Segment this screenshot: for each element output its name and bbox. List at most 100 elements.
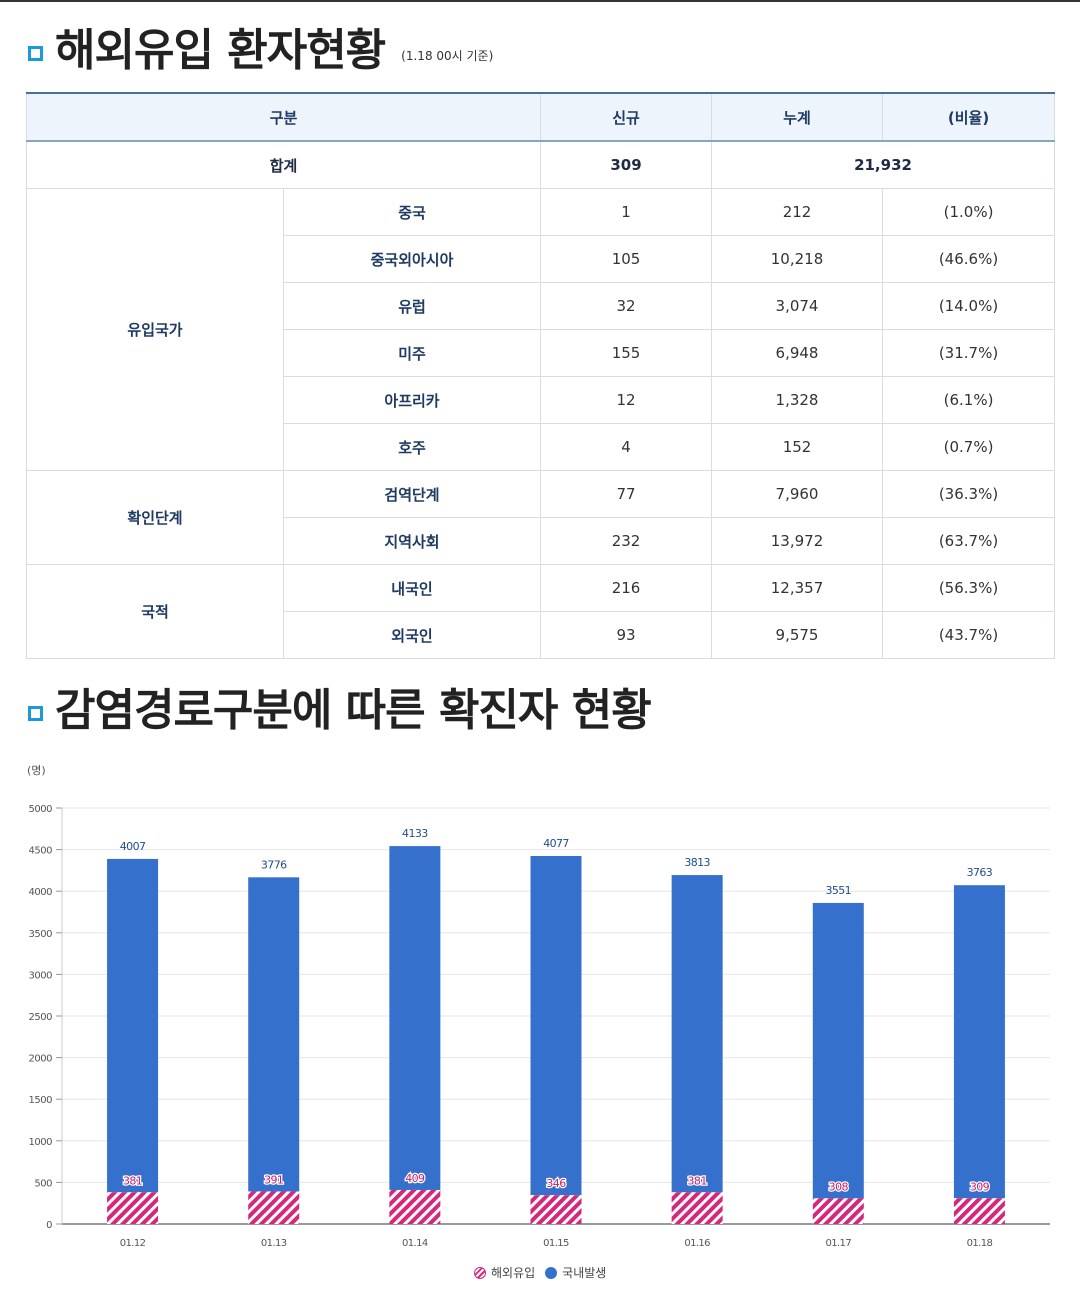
bar-domestic[interactable] <box>530 856 582 1196</box>
row-ratio: (63.7%) <box>882 517 1056 565</box>
table-row-total: 합계 309 21,932 <box>25 140 1056 189</box>
row-label: 외국인 <box>282 611 542 659</box>
table-row: 아프리카 12 1,328 (6.1%) <box>27 376 1056 424</box>
x-tick-label: 01.17 <box>825 1238 851 1249</box>
data-label-imported: 308 <box>829 1180 849 1193</box>
row-new: 77 <box>540 470 713 518</box>
row-label: 지역사회 <box>282 517 542 565</box>
row-ratio: (56.3%) <box>882 564 1056 612</box>
legend-item-imported[interactable]: 해외유입 <box>474 1264 535 1281</box>
data-label-domestic: 3776 <box>261 858 287 871</box>
data-label-imported: 409 <box>405 1172 425 1185</box>
bar-imported[interactable] <box>671 1192 723 1224</box>
legend-label: 국내발생 <box>562 1266 607 1280</box>
row-new: 232 <box>540 517 713 565</box>
bar-imported[interactable] <box>530 1195 582 1224</box>
x-tick-label: 01.13 <box>261 1238 287 1249</box>
legend-item-domestic[interactable]: 국내발생 <box>545 1264 606 1281</box>
bar-domestic[interactable] <box>248 877 300 1192</box>
y-tick-label: 1500 <box>29 1095 53 1106</box>
x-tick-label: 01.16 <box>684 1238 710 1249</box>
bar-domestic[interactable] <box>812 902 864 1199</box>
chart-legend: 해외유입 국내발생 <box>474 1264 616 1281</box>
bar-domestic[interactable] <box>953 885 1005 1199</box>
row-label: 아프리카 <box>282 376 542 424</box>
y-tick-label: 4000 <box>29 887 53 898</box>
table-header-row: 구분 신규 누계 (비율) <box>25 92 1056 142</box>
y-tick-label: 1000 <box>29 1137 53 1148</box>
y-tick-label: 0 <box>46 1220 52 1231</box>
bar-imported[interactable] <box>812 1198 864 1224</box>
row-cumulative: 12,357 <box>711 564 884 612</box>
y-axis-unit-label: (명) <box>27 764 46 777</box>
header-cumulative: 누계 <box>711 92 884 142</box>
row-cumulative: 212 <box>711 188 884 236</box>
section-heading-route: 감염경로구분에 따른 확진자 현황 <box>28 674 652 738</box>
total-label: 합계 <box>25 140 542 189</box>
x-tick-label: 01.12 <box>120 1238 146 1249</box>
row-new: 4 <box>540 423 713 471</box>
y-tick-label: 4500 <box>29 846 53 857</box>
square-bullet-icon <box>28 705 43 721</box>
stacked-bar-chart: 0 500 1000 1500 2000 2500 3000 3500 4000 4500 5000… <box>29 804 1050 1249</box>
group-label: 국적 <box>26 564 284 659</box>
row-ratio: (31.7%) <box>882 329 1056 377</box>
row-ratio: (6.1%) <box>882 376 1056 424</box>
data-label-domestic: 4133 <box>402 827 428 840</box>
section-heading-imported: 해외유입 환자현황 (1.18 00시 기준) <box>28 14 493 78</box>
bar-imported[interactable] <box>389 1189 441 1224</box>
row-ratio: (43.7%) <box>882 611 1056 659</box>
row-label: 유럽 <box>282 282 542 330</box>
row-ratio: (14.0%) <box>882 282 1056 330</box>
row-new: 105 <box>540 235 713 283</box>
bar-domestic[interactable] <box>389 846 441 1190</box>
y-tick-label: 3500 <box>29 929 53 940</box>
row-cumulative: 10,218 <box>711 235 884 283</box>
section-subtitle: (1.18 00시 기준) <box>401 48 494 63</box>
bar-imported[interactable] <box>953 1198 1005 1224</box>
y-tick-label: 3000 <box>29 970 53 981</box>
row-cumulative: 6,948 <box>711 329 884 377</box>
imported-cases-table: 구분 신규 누계 (비율) 합계 309 21,932 유입국가 중국 1 21… <box>25 92 1056 659</box>
bar-domestic[interactable] <box>671 875 723 1193</box>
row-label: 중국 <box>282 188 542 236</box>
hatched-circle-icon <box>474 1266 486 1279</box>
data-label-imported: 391 <box>264 1173 283 1186</box>
square-bullet-icon <box>28 45 43 61</box>
legend-label: 해외유입 <box>491 1266 536 1280</box>
row-ratio: (1.0%) <box>882 188 1056 236</box>
group-label: 유입국가 <box>26 188 284 471</box>
data-label-imported: 309 <box>970 1180 990 1193</box>
data-label-domestic: 4007 <box>120 840 146 853</box>
section-title: 감염경로구분에 따른 확진자 현황 <box>55 685 652 736</box>
row-new: 155 <box>540 329 713 377</box>
table-row: 유럽 32 3,074 (14.0%) <box>27 282 1056 330</box>
row-cumulative: 152 <box>711 423 884 471</box>
row-label: 내국인 <box>282 564 542 612</box>
data-label-domestic: 3813 <box>684 856 710 869</box>
x-tick-label: 01.15 <box>543 1238 569 1249</box>
data-label-imported: 381 <box>688 1174 707 1187</box>
row-new: 93 <box>540 611 713 659</box>
row-label: 호주 <box>282 423 542 471</box>
header-new: 신규 <box>540 92 713 142</box>
bar-imported[interactable] <box>248 1191 300 1224</box>
data-label-imported: 346 <box>546 1177 566 1190</box>
top-border <box>0 0 1080 2</box>
header-category: 구분 <box>25 92 542 142</box>
row-label: 미주 <box>282 329 542 377</box>
row-label: 검역단계 <box>282 470 542 518</box>
header-ratio: (비율) <box>882 92 1056 142</box>
table-row: 미주 155 6,948 (31.7%) <box>27 329 1056 377</box>
row-new: 216 <box>540 564 713 612</box>
table-row: 외국인 93 9,575 (43.7%) <box>27 611 1056 659</box>
bar-domestic[interactable] <box>107 858 159 1193</box>
bar-imported[interactable] <box>107 1192 159 1224</box>
group-label: 확인단계 <box>26 470 284 565</box>
row-ratio: (0.7%) <box>882 423 1056 471</box>
y-tick-label: 2500 <box>29 1012 53 1023</box>
total-new: 309 <box>540 140 713 189</box>
data-label-imported: 381 <box>123 1174 142 1187</box>
section-title: 해외유입 환자현황 <box>55 25 386 76</box>
data-label-domestic: 3551 <box>825 884 851 897</box>
